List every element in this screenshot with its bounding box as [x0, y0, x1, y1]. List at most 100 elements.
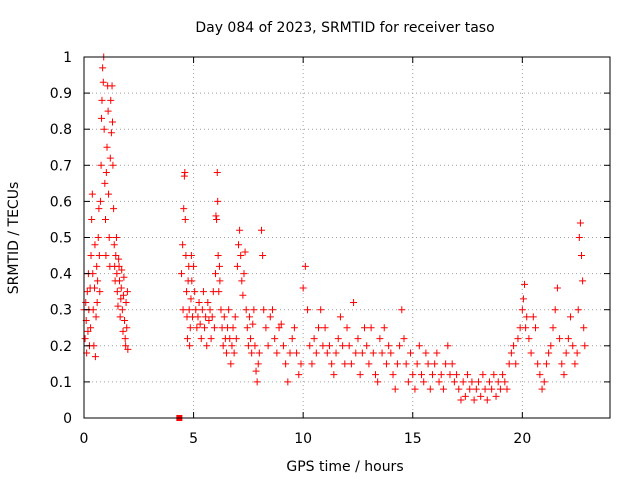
data-point	[380, 324, 388, 332]
data-point	[94, 234, 102, 241]
data-point	[503, 385, 511, 393]
x-tick-label: 10	[294, 431, 312, 447]
data-point	[89, 306, 97, 314]
data-point	[277, 320, 285, 328]
data-point	[205, 317, 213, 325]
data-point	[271, 335, 279, 343]
data-point	[475, 378, 482, 386]
data-point	[564, 335, 572, 343]
data-point	[113, 270, 121, 278]
data-point	[255, 349, 263, 357]
data-points	[80, 53, 589, 421]
data-point	[187, 252, 195, 260]
data-point	[217, 306, 225, 314]
data-point	[260, 306, 268, 314]
data-point	[538, 385, 546, 393]
data-point	[558, 360, 566, 368]
data-point	[323, 349, 331, 357]
data-point	[228, 342, 236, 350]
data-point	[180, 205, 188, 213]
data-point	[258, 226, 266, 234]
y-axis-label: SRMTID / TECUs	[6, 182, 22, 295]
data-point	[220, 313, 228, 321]
data-point	[259, 252, 267, 260]
data-point	[562, 349, 570, 357]
data-point	[389, 371, 397, 379]
data-point	[108, 118, 116, 126]
data-point	[531, 324, 539, 332]
data-point	[197, 335, 205, 343]
data-point	[275, 324, 283, 332]
data-point	[121, 317, 129, 325]
data-point	[268, 306, 276, 314]
data-point	[214, 252, 222, 260]
data-point	[216, 277, 224, 285]
data-point	[212, 212, 220, 220]
data-point	[547, 342, 555, 350]
data-point	[545, 349, 553, 357]
data-point	[81, 335, 89, 343]
data-point	[97, 161, 105, 169]
data-point	[573, 349, 581, 357]
data-point	[241, 248, 249, 256]
data-point	[446, 371, 454, 379]
data-point	[521, 280, 529, 288]
data-point	[420, 378, 428, 386]
data-point	[483, 396, 491, 404]
data-point	[110, 205, 118, 213]
data-point	[247, 335, 255, 343]
data-point	[347, 360, 355, 368]
data-point	[251, 342, 259, 350]
data-point	[367, 324, 375, 332]
data-point	[321, 324, 329, 332]
data-point	[89, 270, 97, 278]
data-point	[437, 371, 445, 379]
data-point	[556, 335, 564, 343]
data-point	[196, 320, 204, 328]
data-point	[317, 306, 325, 314]
x-axis-label: GPS time / hours	[286, 459, 403, 475]
data-point	[418, 371, 426, 379]
data-point	[413, 360, 421, 368]
data-point	[98, 96, 106, 104]
data-point	[264, 342, 272, 350]
data-point	[459, 378, 467, 386]
data-point	[213, 169, 221, 177]
data-point	[345, 342, 353, 350]
data-point	[248, 349, 256, 357]
data-point	[371, 371, 379, 379]
data-point	[444, 342, 452, 350]
data-point	[83, 288, 91, 296]
data-point	[492, 392, 500, 400]
data-point	[576, 219, 584, 227]
data-point	[87, 252, 95, 260]
data-point	[560, 371, 568, 379]
data-point	[396, 342, 404, 350]
data-point	[358, 349, 366, 357]
data-point	[88, 215, 96, 223]
data-point	[233, 262, 241, 270]
data-point	[94, 277, 102, 285]
data-point	[518, 306, 526, 314]
data-point	[299, 284, 307, 292]
x-tick-label: 0	[80, 431, 89, 447]
x-tick-label: 20	[513, 431, 531, 447]
data-point	[398, 306, 406, 314]
data-point	[250, 306, 258, 314]
data-point	[466, 385, 474, 393]
y-tick-label: 0.8	[50, 122, 72, 138]
data-point	[428, 371, 436, 379]
data-point	[354, 335, 362, 343]
data-point	[107, 129, 115, 137]
x-tick-label: 15	[404, 431, 422, 447]
data-point	[501, 378, 509, 386]
data-point	[319, 342, 327, 350]
data-point	[122, 342, 130, 350]
y-tick-label: 0.7	[50, 158, 72, 174]
data-point	[213, 215, 221, 223]
data-point	[186, 324, 194, 332]
data-point	[238, 277, 246, 285]
data-point	[499, 371, 507, 379]
data-point	[101, 215, 109, 223]
